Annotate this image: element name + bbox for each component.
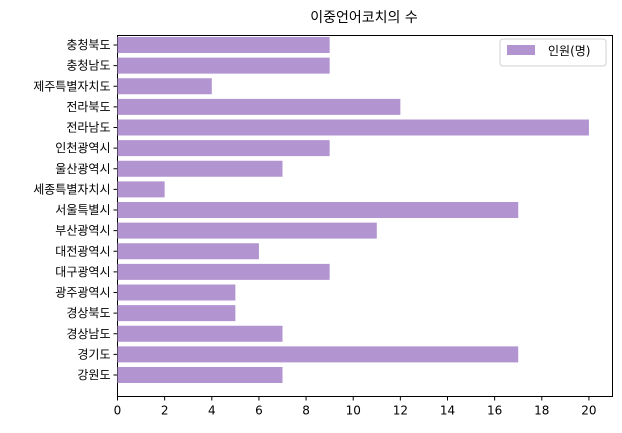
y-tick-label: 경기도 — [77, 347, 110, 361]
x-tick-label: 6 — [255, 404, 263, 418]
legend-label: 인원(명) — [548, 44, 590, 58]
bars-group — [117, 37, 589, 383]
bar — [117, 305, 236, 322]
x-tick-label: 14 — [440, 404, 455, 418]
y-tick-label: 경상북도 — [66, 306, 110, 320]
y-tick-label: 서울특별시 — [55, 203, 110, 217]
legend: 인원(명) — [499, 38, 607, 67]
bar — [117, 160, 283, 177]
y-tick-label: 부산광역시 — [55, 224, 110, 238]
y-tick-label: 제주특별자치도 — [33, 79, 110, 93]
y-tick-label: 경상남도 — [66, 327, 110, 341]
y-axis: 강원도 경기도 경상남도 경상북도 광주광역시 대구광역시 대전광역시 부산광역시 서울특별시 세… — [33, 38, 118, 382]
y-tick-label: 대전광역시 — [55, 244, 110, 258]
y-tick-label: 충청남도 — [66, 59, 110, 73]
legend-swatch — [507, 45, 535, 55]
bar — [117, 119, 589, 136]
bar — [117, 181, 165, 198]
bar — [117, 263, 330, 280]
x-axis: 0 2 4 6 8 10 12 14 16 18 20 — [114, 396, 597, 418]
y-tick-label: 울산광역시 — [55, 162, 110, 176]
y-tick-label: 대구광역시 — [55, 265, 110, 279]
x-tick-label: 10 — [346, 404, 361, 418]
x-tick-label: 2 — [161, 404, 169, 418]
y-tick-label: 세종특별자치시 — [33, 182, 110, 196]
y-tick-label: 전라남도 — [66, 121, 110, 135]
bar — [117, 57, 330, 74]
bar — [117, 243, 259, 260]
y-tick-label: 전라북도 — [66, 100, 110, 114]
bar — [117, 284, 236, 301]
x-tick-label: 12 — [393, 404, 408, 418]
bar — [117, 140, 330, 157]
bar — [117, 367, 283, 383]
y-tick-label: 충청북도 — [66, 38, 110, 52]
chart-title: 이중언어코치의 수 — [310, 10, 418, 26]
x-tick-label: 16 — [487, 404, 502, 418]
bar — [117, 98, 401, 115]
y-tick-label: 인천광역시 — [55, 140, 110, 155]
bar — [117, 202, 519, 218]
y-tick-label: 강원도 — [77, 368, 110, 382]
y-tick-label: 광주광역시 — [55, 286, 110, 300]
bar — [117, 222, 377, 239]
x-tick-label: 0 — [114, 404, 122, 418]
x-tick-label: 20 — [581, 404, 596, 418]
bar — [117, 37, 330, 53]
bar — [117, 346, 519, 363]
x-tick-label: 4 — [208, 404, 216, 418]
x-tick-label: 8 — [302, 404, 310, 418]
bar — [117, 78, 212, 95]
x-tick-label: 18 — [534, 404, 549, 418]
bar — [117, 325, 283, 342]
